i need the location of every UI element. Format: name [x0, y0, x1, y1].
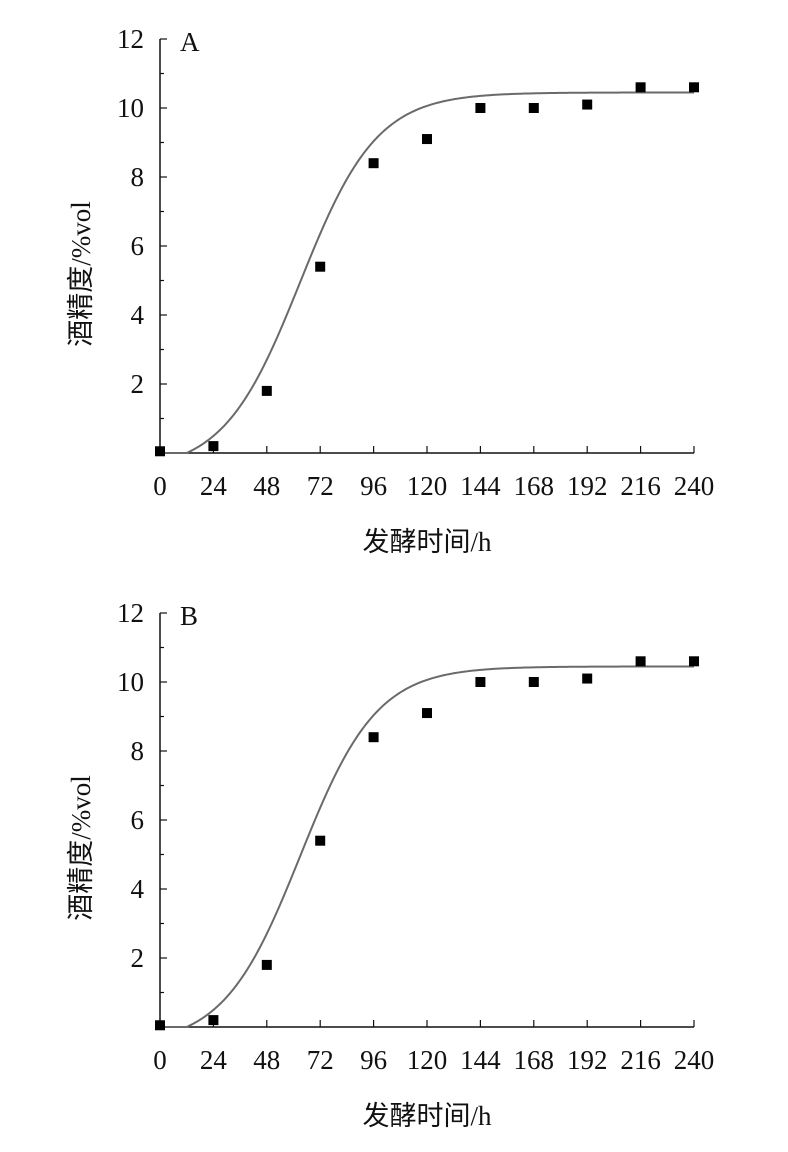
- x-tick-label: 24: [200, 471, 228, 501]
- data-point: [689, 656, 699, 667]
- x-tick-label: 168: [514, 471, 555, 501]
- x-tick-label: 48: [253, 1045, 280, 1075]
- data-point: [315, 835, 326, 846]
- data-point: [208, 1015, 219, 1026]
- x-tick-label: 96: [360, 471, 387, 501]
- x-tick-label: 144: [460, 471, 501, 501]
- data-point: [635, 656, 646, 667]
- y-tick-label: 6: [131, 805, 145, 835]
- x-axis-label: 发酵时间/h: [362, 527, 492, 557]
- x-tick-label: 120: [407, 471, 448, 501]
- x-tick-label: 240: [674, 1045, 715, 1075]
- data-point: [368, 158, 379, 169]
- x-tick-label: 120: [407, 1045, 448, 1075]
- y-tick-label: 2: [131, 369, 145, 399]
- data-point: [155, 1020, 165, 1031]
- x-tick-label: 240: [674, 471, 715, 501]
- data-point: [475, 103, 486, 113]
- y-tick-label: 10: [117, 667, 144, 697]
- data-point: [422, 134, 432, 145]
- x-tick-label: 192: [567, 1045, 608, 1075]
- x-tick-label: 168: [514, 1045, 555, 1075]
- axes-lines: [159, 39, 694, 454]
- fit-curve: [160, 91, 694, 454]
- fit-curve: [160, 665, 694, 1028]
- y-tick-label: 2: [131, 943, 145, 973]
- x-tick-label: 216: [620, 1045, 661, 1075]
- data-point: [208, 441, 219, 452]
- y-tick-label: 12: [117, 24, 144, 54]
- axes-lines: [159, 613, 694, 1028]
- x-tick-label: 216: [620, 471, 661, 501]
- panel-label: A: [180, 27, 200, 57]
- data-point: [368, 732, 379, 743]
- y-axis-label: 酒精度/%vol: [66, 201, 96, 347]
- data-point: [689, 82, 699, 93]
- data-point: [582, 673, 593, 684]
- panel-label: B: [180, 601, 198, 631]
- x-tick-label: 72: [307, 1045, 334, 1075]
- y-axis-label: 酒精度/%vol: [66, 775, 96, 921]
- data-point: [528, 103, 539, 113]
- x-tick-label: 72: [307, 471, 334, 501]
- x-tick-label: 96: [360, 1045, 387, 1075]
- y-tick-label: 4: [131, 300, 145, 330]
- data-point: [635, 82, 646, 93]
- data-point: [155, 446, 165, 457]
- data-point: [315, 261, 326, 272]
- x-tick-label: 24: [200, 1045, 228, 1075]
- x-tick-label: 0: [153, 1045, 167, 1075]
- y-tick-label: 6: [131, 231, 145, 261]
- y-tick-label: 8: [131, 162, 145, 192]
- x-axis-label: 发酵时间/h: [362, 1101, 492, 1131]
- y-tick-label: 8: [131, 736, 145, 766]
- x-tick-label: 144: [460, 1045, 501, 1075]
- data-point: [582, 99, 593, 110]
- data-point: [261, 959, 272, 970]
- x-tick-label: 48: [253, 471, 280, 501]
- y-tick-label: 12: [117, 598, 144, 628]
- data-point: [422, 708, 432, 719]
- x-tick-label: 192: [567, 471, 608, 501]
- data-point: [261, 385, 272, 396]
- data-point: [528, 677, 539, 687]
- y-tick-label: 10: [117, 93, 144, 123]
- data-point: [475, 677, 486, 687]
- y-tick-label: 4: [131, 874, 145, 904]
- x-tick-label: 0: [153, 471, 167, 501]
